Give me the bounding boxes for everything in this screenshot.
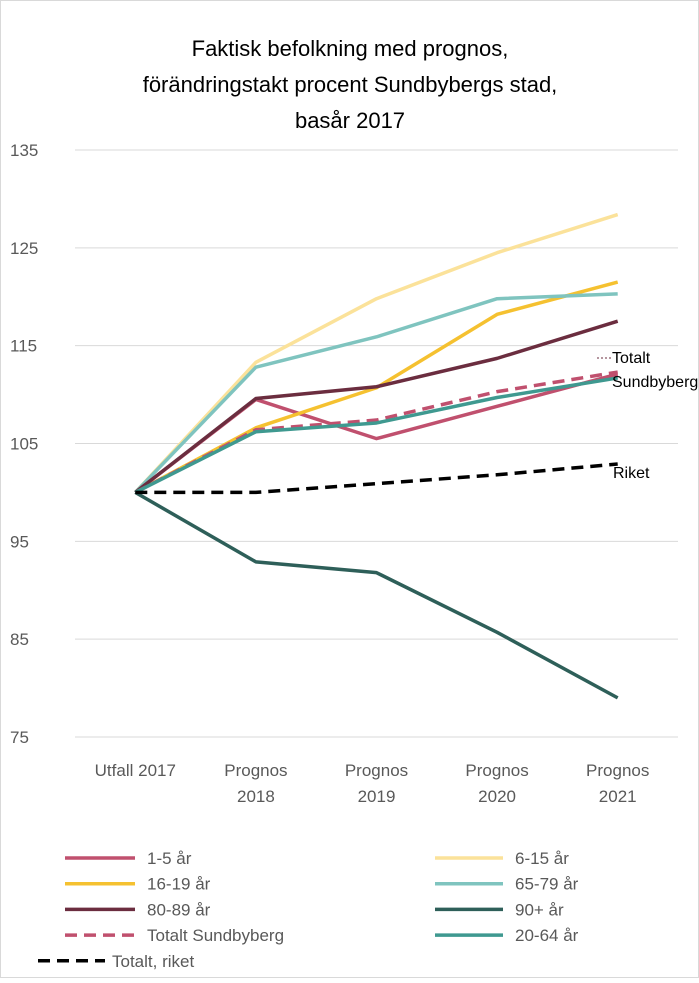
legend-label: 20-64 år xyxy=(515,926,579,945)
y-tick-label: 95 xyxy=(10,532,29,551)
x-tick-label: Prognos xyxy=(224,761,287,780)
x-tick-label: 2021 xyxy=(599,787,637,806)
chart-title: förändringstakt procent Sundbybergs stad… xyxy=(143,72,558,97)
x-tick-label: Utfall 2017 xyxy=(95,761,176,780)
series-line xyxy=(134,370,618,494)
y-tick-label: 105 xyxy=(10,435,38,454)
series-line xyxy=(134,292,618,494)
y-tick-label: 115 xyxy=(10,337,37,356)
annotation: Riket xyxy=(613,465,650,482)
y-tick-label: 135 xyxy=(10,141,38,160)
legend-label: 6-15 år xyxy=(515,849,569,868)
series-line xyxy=(134,212,619,494)
legend-label: 16-19 år xyxy=(147,875,211,894)
legend-label: Totalt Sundbyberg xyxy=(147,926,284,945)
x-tick-label: Prognos xyxy=(586,761,649,780)
x-tick-label: 2020 xyxy=(478,787,516,806)
legend-label: 1-5 år xyxy=(147,849,192,868)
x-tick-label: Prognos xyxy=(345,761,408,780)
legend-label: 80-89 år xyxy=(147,900,211,919)
x-tick-label: 2019 xyxy=(358,787,396,806)
annotation: Sundbyberg xyxy=(612,374,698,391)
legend-label: Totalt, riket xyxy=(112,952,194,971)
series-line xyxy=(135,462,618,495)
y-tick-label: 85 xyxy=(10,630,29,649)
legend-label: 65-79 år xyxy=(515,875,579,894)
y-tick-label: 125 xyxy=(10,239,38,258)
chart-subtitle: basår 2017 xyxy=(295,108,405,133)
series-line xyxy=(134,319,619,494)
series-line xyxy=(134,376,618,494)
chart-title: Faktisk befolkning med prognos, xyxy=(192,36,509,61)
x-tick-label: Prognos xyxy=(465,761,528,780)
annotation: Totalt xyxy=(612,350,651,367)
legend-label: 90+ år xyxy=(515,900,564,919)
y-tick-label: 75 xyxy=(10,728,29,747)
series-line xyxy=(134,490,619,700)
x-tick-label: 2018 xyxy=(237,787,275,806)
